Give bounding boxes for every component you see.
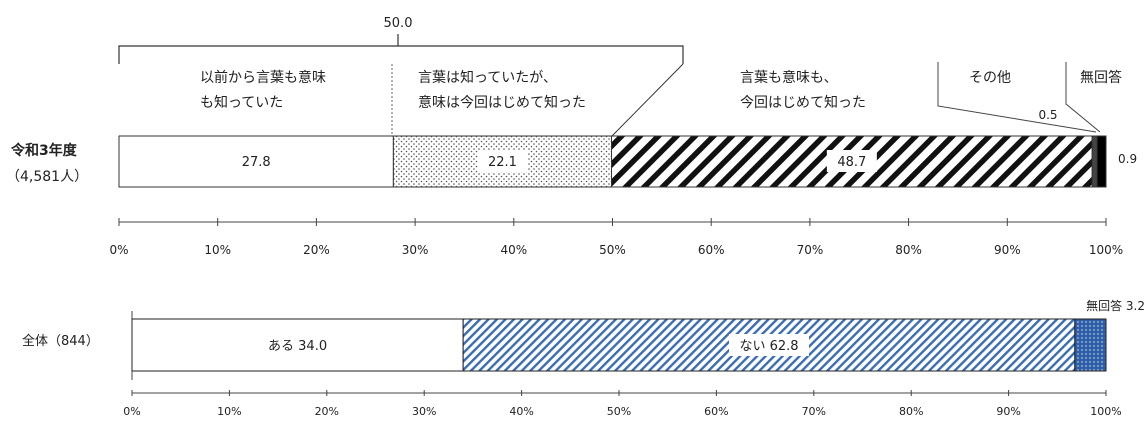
leader-line-series-4 bbox=[937, 62, 1097, 133]
x-tick-label: 30% bbox=[412, 405, 436, 418]
x-tick-label: 70% bbox=[802, 405, 826, 418]
x-tick-label: 20% bbox=[315, 405, 339, 418]
x-tick-label: 60% bbox=[698, 243, 725, 257]
x-tick-label: 100% bbox=[1090, 405, 1121, 418]
bracket-line bbox=[118, 45, 684, 64]
x-tick-label: 10% bbox=[217, 405, 241, 418]
x-tick-label: 90% bbox=[996, 405, 1020, 418]
legend-label-series-5: 無回答 bbox=[1080, 69, 1122, 86]
legend-label-series-1-line2: も知っていた bbox=[200, 94, 283, 111]
data-label-series-3: 48.7 bbox=[837, 155, 866, 170]
chart2: 全体（844） ある 34.0 ない 62.8 無回答 3.2 0% 10% 20% 30… bbox=[22, 298, 1145, 418]
legend-label-series-2-line1: 言葉は知っていたが、 bbox=[418, 69, 557, 86]
data-label-bg bbox=[728, 334, 809, 356]
x-tick-label: 50% bbox=[607, 405, 631, 418]
x-tick-label: 80% bbox=[899, 405, 923, 418]
data-label-bg bbox=[826, 150, 877, 172]
row-label-line2: （4,581人） bbox=[6, 169, 88, 185]
x-tick-label: 10% bbox=[204, 243, 231, 257]
leader-line-series-2 bbox=[611, 63, 684, 137]
row-label-line1: 令和3年度 bbox=[10, 142, 78, 159]
x-axis: 0% 10% 20% 30% 40% 50% 60% 70% 80% 90% 100% bbox=[123, 390, 1122, 418]
x-tick-label: 100% bbox=[1089, 243, 1123, 257]
bar-segment-series-5 bbox=[1096, 135, 1107, 188]
x-tick-label: 40% bbox=[500, 243, 527, 257]
bar-group: ある 34.0 ない 62.8 無回答 3.2 bbox=[131, 298, 1145, 380]
leader-line-series-5 bbox=[1065, 62, 1101, 133]
bracket-value-label: 50.0 bbox=[384, 16, 413, 31]
legend-label-series-1-line1: 以前から言葉も意味 bbox=[200, 69, 326, 86]
legend-label-series-3-line2: 今回はじめて知った bbox=[740, 94, 866, 111]
legend-label-series-2-line2: 意味は今回はじめて知った bbox=[418, 94, 586, 111]
x-axis: 0% 10% 20% 30% 40% 50% 60% 70% 80% 90% 100% bbox=[109, 218, 1123, 257]
row-label: 全体（844） bbox=[22, 333, 99, 349]
data-label-series-1: ある 34.0 bbox=[268, 339, 327, 354]
legend-label-series-3-line1: 言葉も意味も、 bbox=[740, 69, 838, 86]
x-tick-label: 80% bbox=[895, 243, 922, 257]
value-label-series-5: 0.9 bbox=[1118, 152, 1137, 166]
data-label-bg bbox=[477, 150, 528, 172]
x-tick-label: 60% bbox=[704, 405, 728, 418]
x-tick-label: 20% bbox=[303, 243, 330, 257]
chart1: 50.0 以前から言葉も意味 も知っていた 言葉は知っていたが、 意味は今回はじ… bbox=[6, 16, 1137, 257]
x-tick-label: 0% bbox=[123, 405, 140, 418]
bar-segment-series-3 bbox=[1074, 318, 1107, 372]
bar-segment-series-4 bbox=[1091, 135, 1098, 188]
x-tick-label: 70% bbox=[797, 243, 824, 257]
data-label-series-2: ない 62.8 bbox=[739, 339, 798, 354]
data-label-series-3: 無回答 3.2 bbox=[1086, 298, 1145, 313]
bar-group: 27.8 22.1 48.7 bbox=[118, 135, 1107, 188]
x-tick-label: 30% bbox=[402, 243, 429, 257]
data-label-series-1: 27.8 bbox=[242, 155, 271, 170]
x-tick-label: 90% bbox=[994, 243, 1021, 257]
x-tick-label: 50% bbox=[599, 243, 626, 257]
x-tick-label: 0% bbox=[109, 243, 128, 257]
bar-segment-series-1 bbox=[118, 135, 394, 188]
bar-segment-series-1 bbox=[131, 318, 464, 372]
value-label-series-4: 0.5 bbox=[1038, 108, 1057, 122]
data-label-series-2: 22.1 bbox=[488, 155, 517, 170]
legend-label-series-4: その他 bbox=[969, 70, 1011, 86]
x-tick-label: 40% bbox=[509, 405, 533, 418]
